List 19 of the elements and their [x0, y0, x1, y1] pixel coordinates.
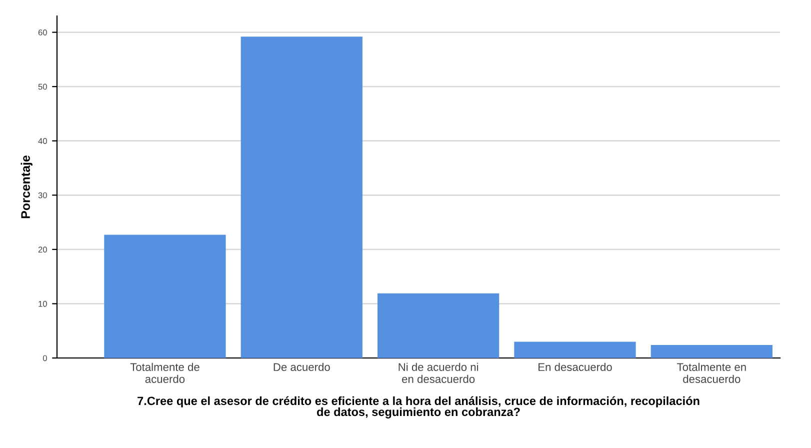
y-tick-label: 10	[38, 300, 47, 307]
y-tick-label: 30	[38, 192, 47, 198]
x-tick-label: Totalmente en desacuerdo	[677, 362, 746, 383]
x-axis-title: 7.Cree que el asesor de crédito es eficiente a la hora del análisis, cruce de información, recopilación de datos, seguimiento en cobranza?	[138, 396, 700, 418]
bar	[650, 344, 772, 358]
y-tick-label: 0	[42, 355, 47, 362]
y-tick-label: 40	[38, 138, 47, 144]
bar	[240, 36, 362, 358]
bar	[514, 342, 636, 358]
y-tick-label: 20	[38, 246, 47, 253]
x-tick-label: De acuerdo	[274, 362, 330, 372]
x-tick-label: En desacuerdo	[538, 362, 612, 372]
bar	[378, 293, 500, 358]
y-axis-title: Porcentaje	[20, 155, 32, 218]
bar	[104, 234, 226, 358]
y-tick-label: 50	[38, 84, 47, 90]
y-tick-label: 60	[38, 29, 47, 36]
x-tick-label: Ni de acuerdo ni en desacuerdo	[398, 362, 478, 383]
x-tick-label: Totalmente de acuerdo	[130, 362, 200, 383]
